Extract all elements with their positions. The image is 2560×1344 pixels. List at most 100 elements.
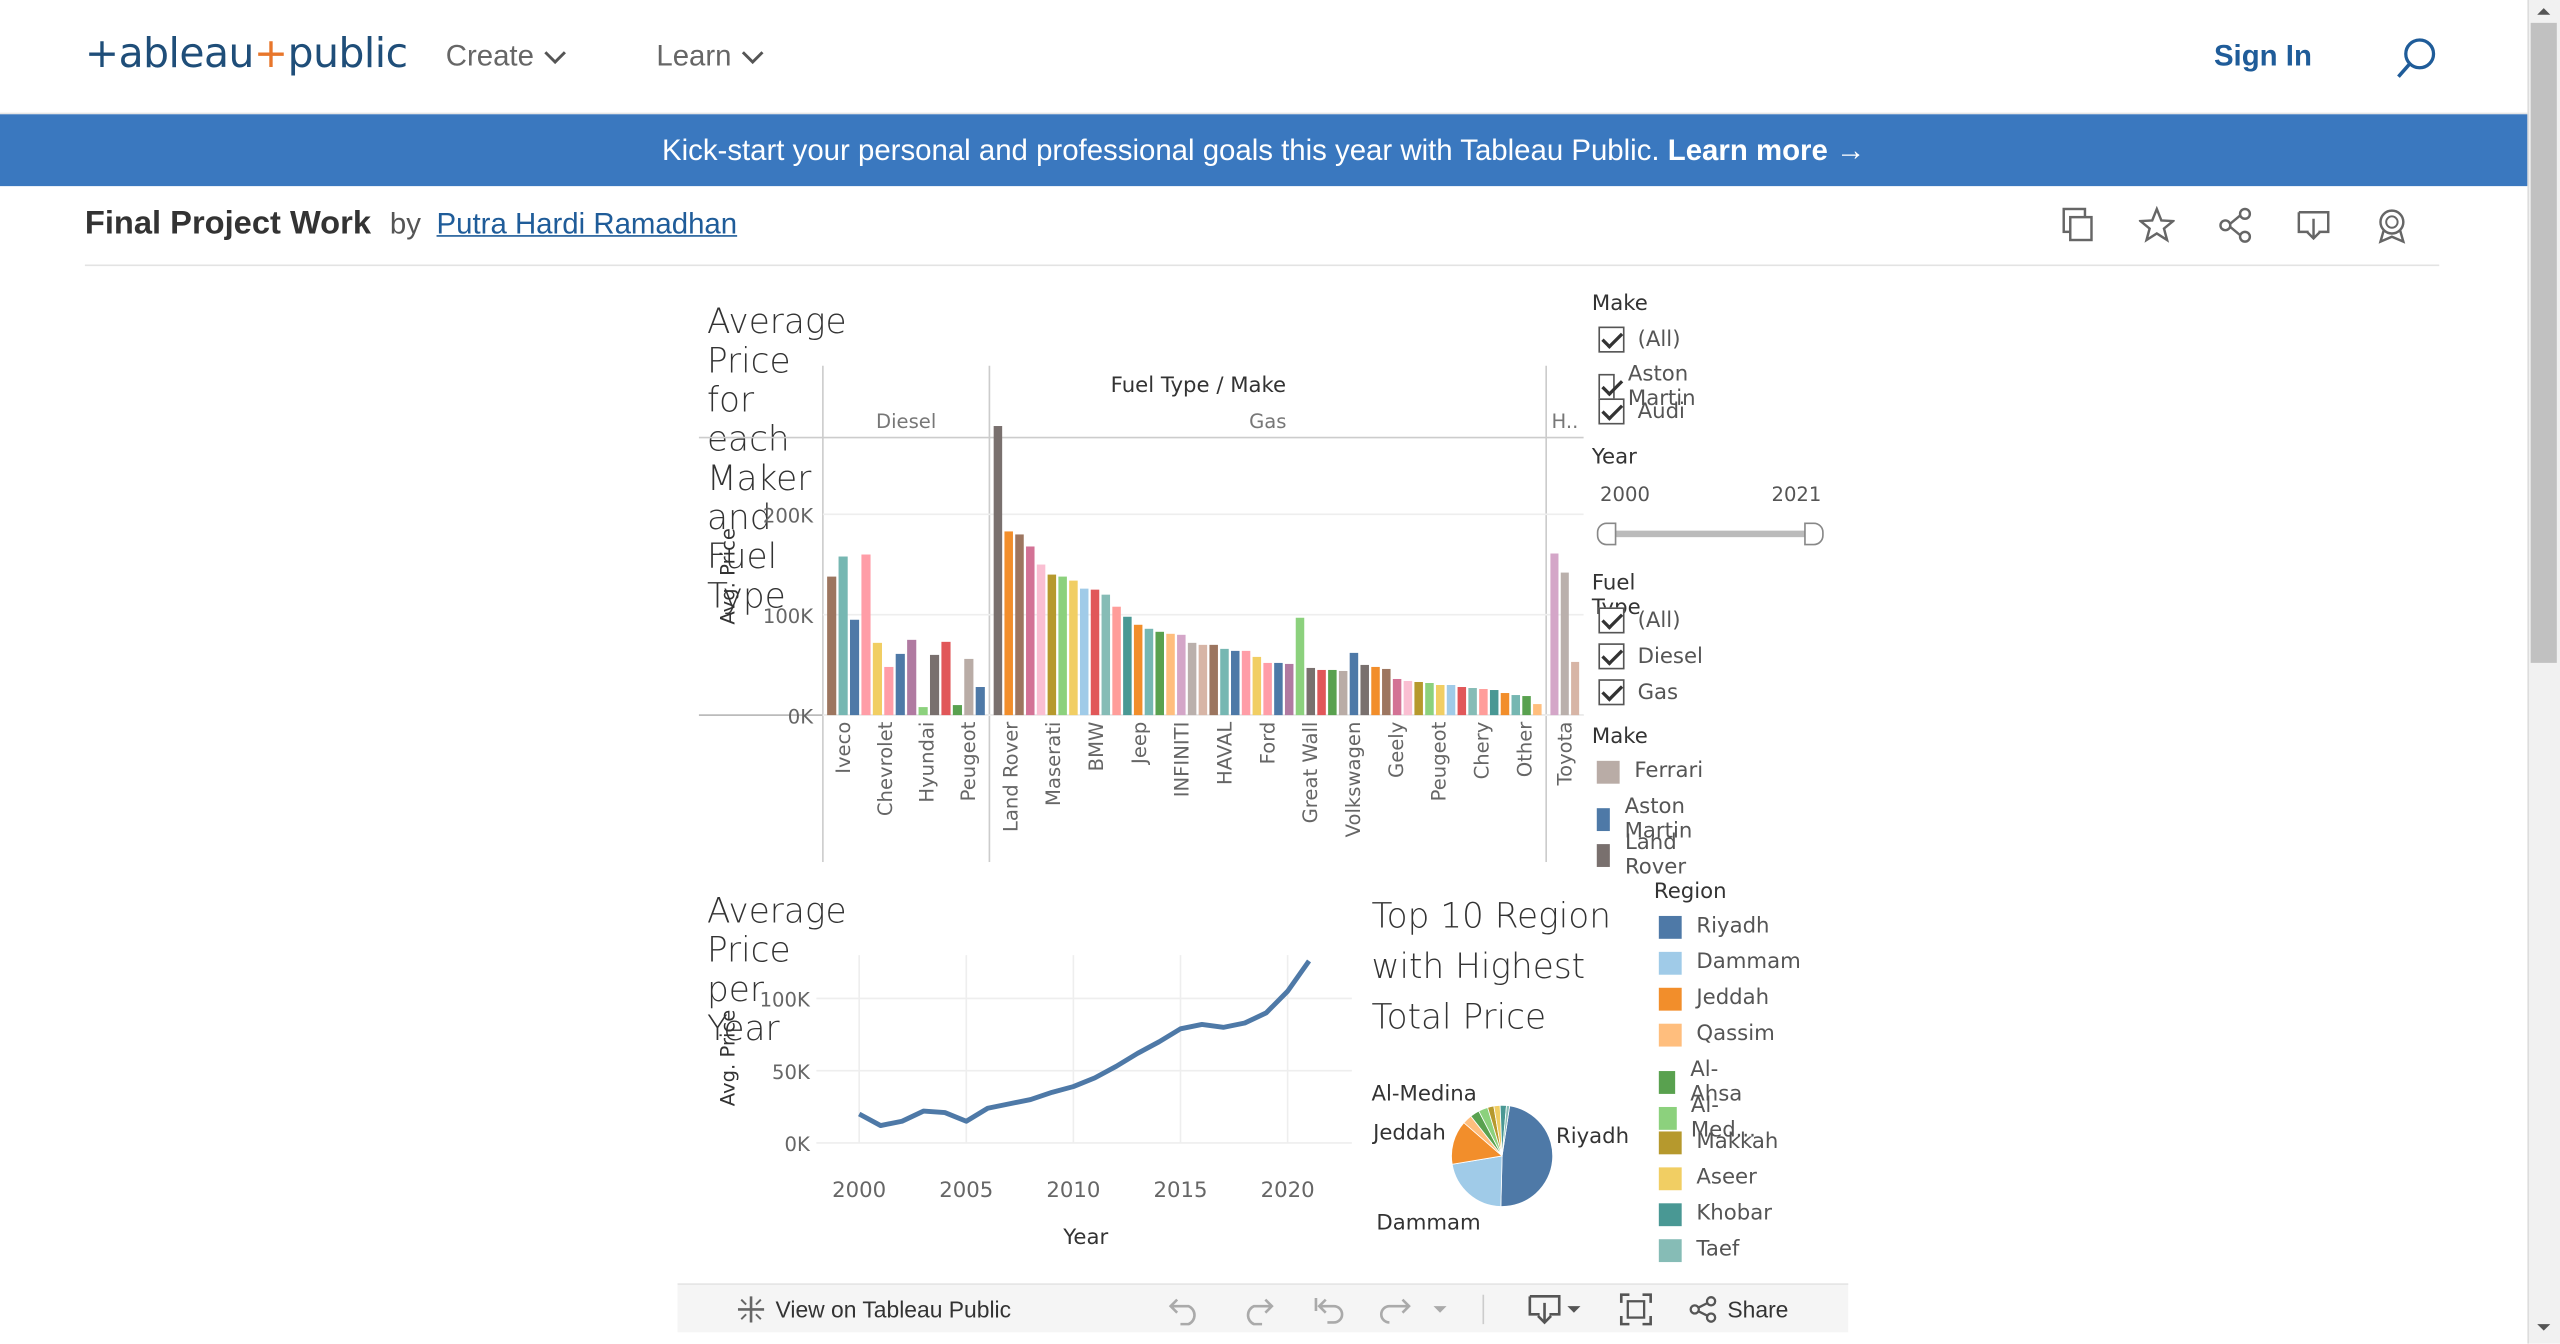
- fuel-filter-option-label: (All): [1637, 608, 1681, 633]
- region-legend-item[interactable]: Aseer: [1658, 1165, 1757, 1191]
- region-legend-item[interactable]: Riyadh: [1658, 914, 1770, 939]
- bar: [1241, 650, 1251, 716]
- make-filter-option-label: (All): [1637, 327, 1681, 352]
- author-link[interactable]: Putra Hardi Ramadhan: [436, 207, 738, 241]
- make-legend-title: Make: [1591, 724, 1648, 750]
- region-legend-item[interactable]: Jeddah: [1658, 986, 1769, 1011]
- create-menu[interactable]: Create: [446, 39, 567, 73]
- sign-in-link[interactable]: Sign In: [2213, 39, 2312, 72]
- region-legend-item[interactable]: Al-Med...: [1658, 1094, 1762, 1143]
- make-filter-option[interactable]: (All): [1598, 326, 1681, 353]
- page-scrollbar-thumb[interactable]: [2530, 22, 2557, 663]
- logo-text-right: public: [287, 29, 408, 77]
- bar: [1479, 689, 1488, 716]
- x-tick-label: Jeep: [1128, 722, 1151, 766]
- region-legend-label: Riyadh: [1696, 914, 1770, 939]
- bar-chart-title: Average Price for each Maker and Fuel Ty…: [706, 302, 847, 616]
- year-slider-track[interactable]: [1606, 530, 1813, 538]
- refresh-icon[interactable]: [1376, 1293, 1412, 1326]
- bar: [1284, 663, 1294, 716]
- x-tick-label: Chery: [1470, 722, 1493, 780]
- chevron-down-icon: [741, 50, 764, 64]
- bar: [1446, 685, 1456, 716]
- fuel-filter-option[interactable]: Diesel: [1598, 643, 1703, 670]
- region-legend-item[interactable]: Khobar: [1658, 1202, 1772, 1226]
- share-button[interactable]: Share: [1688, 1295, 1788, 1324]
- learn-menu[interactable]: Learn: [656, 39, 764, 73]
- bar: [1090, 589, 1100, 716]
- create-label: Create: [445, 39, 534, 72]
- bar: [1295, 617, 1305, 716]
- checkbox-icon[interactable]: [1598, 373, 1615, 401]
- bar: [1133, 624, 1143, 716]
- region-legend-title: Region: [1653, 880, 1727, 905]
- region-legend-item[interactable]: Dammam: [1658, 950, 1801, 975]
- legend-swatch: [1658, 1106, 1677, 1130]
- workbook-title-bar: Final Project Work by Putra Hardi Ramadh…: [85, 206, 737, 244]
- year-slider-max-handle[interactable]: [1804, 522, 1824, 546]
- chevron-down-icon[interactable]: [1430, 1301, 1450, 1317]
- pie-slice: [1451, 1155, 1503, 1207]
- banner-learn-more-link[interactable]: Learn more →: [1667, 133, 1866, 167]
- make-filter-option[interactable]: Audi: [1598, 398, 1685, 425]
- star-icon[interactable]: [2138, 205, 2175, 245]
- legend-swatch: [1658, 915, 1682, 938]
- bar: [1457, 687, 1467, 716]
- fuel-filter-option[interactable]: Gas: [1598, 679, 1678, 706]
- fuel-filter-option[interactable]: (All): [1598, 607, 1681, 634]
- scroll-up-arrow-icon[interactable]: [2534, 3, 2554, 19]
- make-legend-item[interactable]: Aston Martin: [1596, 795, 1702, 845]
- checkbox-icon[interactable]: [1598, 326, 1625, 353]
- redo-icon[interactable]: [1239, 1293, 1275, 1326]
- x-tick-label: Other: [1513, 721, 1536, 778]
- bar: [827, 576, 837, 716]
- make-legend-item[interactable]: Land Rover: [1596, 831, 1696, 880]
- region-legend-label: Al-Ahsa: [1690, 1057, 1743, 1107]
- bar: [1317, 669, 1326, 716]
- bar: [1489, 690, 1499, 716]
- badge-icon[interactable]: [2374, 206, 2410, 245]
- bar: [1047, 574, 1057, 716]
- bar-chart-header: Fuel Type / Make: [1111, 373, 1286, 398]
- copy-icon[interactable]: [2060, 206, 2096, 245]
- region-legend-item[interactable]: Makkah: [1658, 1130, 1778, 1154]
- checkbox-icon[interactable]: [1598, 643, 1625, 670]
- bar: [1058, 576, 1067, 716]
- region-legend-item[interactable]: Al-Ahsa: [1658, 1057, 1749, 1107]
- search-icon[interactable]: [2394, 36, 2440, 82]
- download-icon[interactable]: [2296, 206, 2332, 245]
- bar: [1382, 668, 1391, 716]
- year-slider-min-handle[interactable]: [1596, 522, 1617, 546]
- bar: [1187, 642, 1197, 716]
- logo-text-left: +ableau: [84, 29, 255, 77]
- fullscreen-icon[interactable]: [1618, 1291, 1654, 1327]
- region-legend-label: Aseer: [1696, 1165, 1757, 1191]
- download-icon[interactable]: [1527, 1293, 1563, 1326]
- revert-icon[interactable]: [1311, 1293, 1347, 1326]
- chevron-down-icon[interactable]: [1564, 1301, 1584, 1317]
- pie-chart[interactable]: Riyadh Jeddah Al-Medina Dammam: [1365, 1069, 1643, 1249]
- checkbox-icon[interactable]: [1598, 679, 1625, 706]
- share-icon[interactable]: [2217, 206, 2253, 245]
- checkbox-icon[interactable]: [1598, 607, 1625, 634]
- bar: [1274, 662, 1283, 716]
- bar: [1349, 652, 1359, 716]
- scroll-down-arrow-icon[interactable]: [2534, 1319, 2554, 1335]
- x-tick-label: 2020: [1261, 1178, 1315, 1203]
- view-on-tableau-public-button[interactable]: View on Tableau Public: [736, 1295, 1011, 1324]
- make-legend-item[interactable]: Ferrari: [1596, 759, 1703, 784]
- bar: [1371, 666, 1380, 716]
- bar-chart[interactable]: Fuel Type / Make Diesel Gas H.. 0K 100K 200K Av…: [698, 362, 1584, 863]
- tableau-public-logo[interactable]: +ableau+public: [85, 29, 408, 76]
- legend-swatch: [1596, 844, 1611, 867]
- region-legend-item[interactable]: Qassim: [1658, 1022, 1775, 1047]
- checkbox-icon[interactable]: [1598, 398, 1625, 425]
- bar: [1403, 680, 1413, 716]
- make-legend-label: Aston Martin: [1624, 795, 1693, 845]
- make-filter-option[interactable]: Aston Martin: [1598, 362, 1705, 411]
- y-tick-label: 0K: [788, 705, 814, 728]
- region-legend-item[interactable]: Taef: [1658, 1238, 1739, 1262]
- undo-icon[interactable]: [1167, 1293, 1203, 1326]
- region-legend-label: Dammam: [1696, 950, 1801, 975]
- line-chart[interactable]: 0K 50K 100K 2000 2005 2010 2015 2020 Avg. Price Y…: [699, 939, 1360, 1266]
